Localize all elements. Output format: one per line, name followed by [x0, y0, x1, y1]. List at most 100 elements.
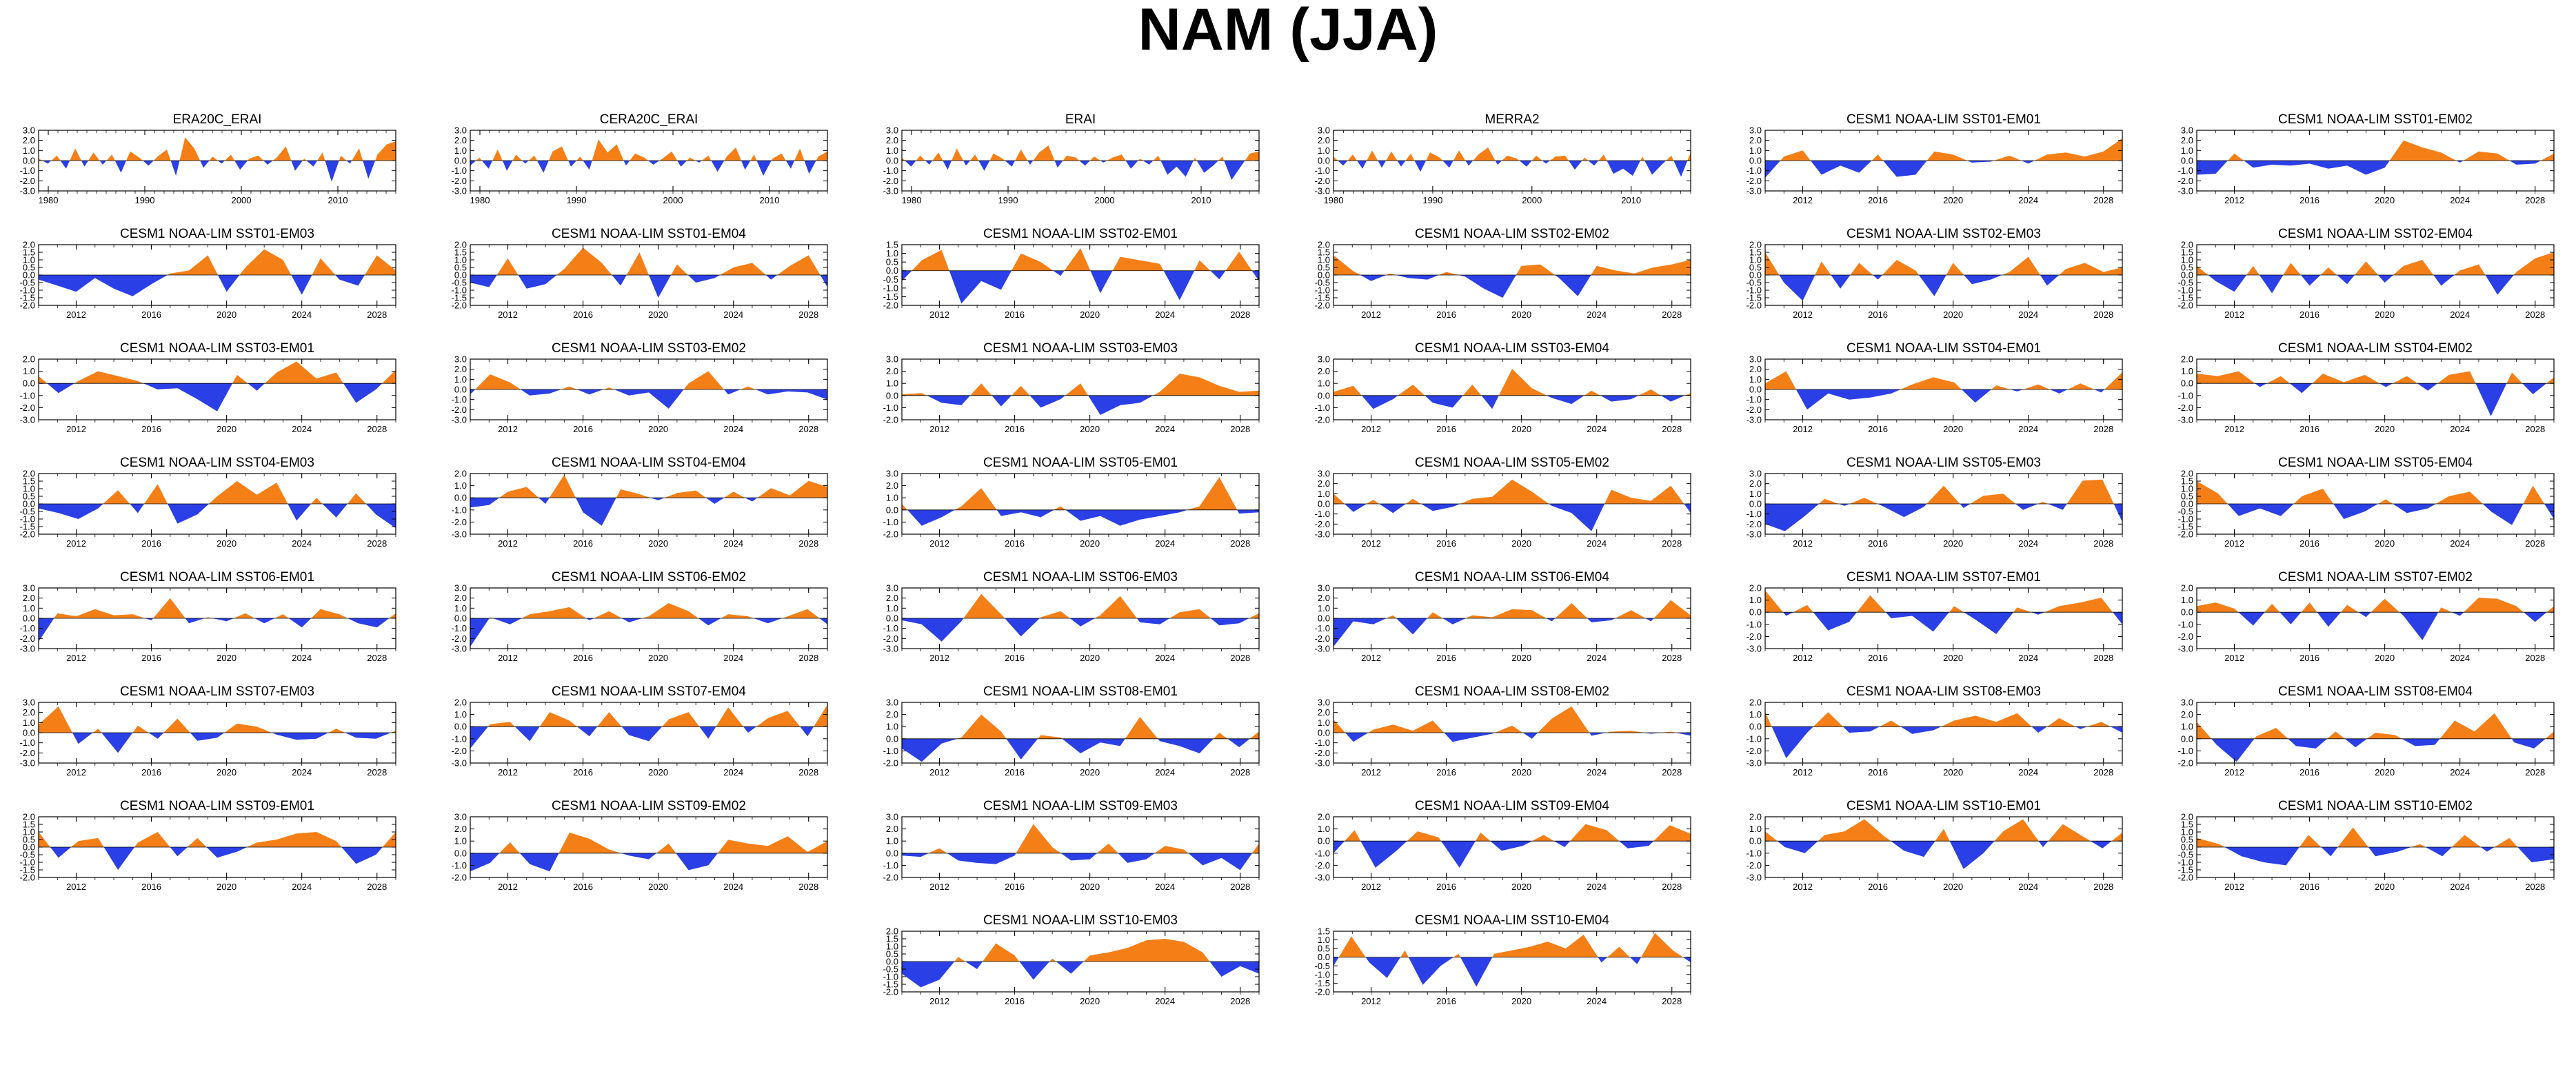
y-tick-label: -1.0: [1747, 848, 1762, 858]
y-tick-label: 1.0: [1749, 255, 1762, 265]
positive-area: [1638, 389, 1661, 396]
negative-area: [2244, 161, 2390, 175]
y-tick-label: -1.0: [20, 390, 35, 400]
positive-area: [2254, 728, 2288, 739]
y-tick-label: 0.0: [454, 270, 467, 281]
positive-area: [916, 155, 925, 161]
x-tick-label: 2028: [1662, 538, 1682, 549]
negative-area: [2344, 738, 2367, 748]
y-tick-label: -1.0: [1747, 509, 1762, 519]
positive-area: [2494, 837, 2518, 847]
negative-area: [103, 847, 135, 870]
negative-area: [943, 161, 952, 170]
positive-area: [1653, 600, 1691, 618]
y-tick-label: -1.0: [20, 514, 35, 525]
negative-area: [743, 726, 756, 733]
panel-title: CESM1 NOAA-LIM SST06-EM01: [120, 570, 314, 585]
positive-area: [814, 704, 827, 727]
x-tick-label: 2028: [2525, 882, 2545, 892]
negative-area: [2417, 383, 2438, 391]
y-tick-label: 0.5: [454, 263, 467, 273]
negative-area: [39, 618, 54, 642]
x-tick-label: 2012: [1793, 538, 1813, 549]
negative-area: [1365, 957, 1401, 978]
y-tick-label: -1.5: [1315, 293, 1330, 303]
positive-area: [1334, 719, 1345, 733]
positive-area: [597, 712, 622, 727]
x-tick-label: 2024: [2450, 767, 2470, 778]
y-tick-label: 0.0: [454, 156, 467, 166]
positive-area: [233, 613, 255, 618]
panel-39: CESM1 NOAA-LIM SST09-EM03 3.0 2.0 1.0 0.0 -1.…: [883, 799, 1260, 892]
x-tick-label: 2028: [1662, 996, 1682, 1006]
y-tick-label: -2.0: [1747, 176, 1762, 186]
x-tick-label: 2020: [648, 882, 668, 892]
negative-area: [2544, 504, 2554, 519]
negative-area: [1396, 275, 1439, 280]
negative-area: [586, 618, 594, 620]
positive-area: [902, 157, 905, 161]
x-tick-label: 2028: [1662, 424, 1682, 434]
x-tick-label: 2024: [1587, 653, 1607, 663]
positive-area: [1498, 369, 1547, 396]
positive-area: [957, 714, 1007, 739]
x-tick-label: 2024: [1587, 882, 1607, 892]
x-tick-label: 1980: [470, 195, 490, 205]
positive-area: [39, 159, 43, 161]
negative-area: [288, 504, 312, 521]
positive-area: [88, 152, 100, 161]
y-tick-label: 3.0: [454, 583, 467, 593]
positive-area: [317, 152, 325, 161]
panel-8: CESM1 NOAA-LIM SST01-EM04 2.01.51.00.50.0…: [452, 227, 828, 320]
y-tick-label: 2.0: [1749, 364, 1762, 374]
y-tick-label: -3.0: [452, 529, 467, 540]
positive-area: [1367, 500, 1380, 504]
y-tick-label: 1.5: [454, 247, 467, 258]
negative-area: [1481, 395, 1499, 409]
y-tick-label: -1.0: [1315, 403, 1330, 413]
y-tick-label: -2.0: [2178, 631, 2193, 642]
y-tick-label: 2.0: [2181, 469, 2193, 479]
y-tick-label: -2.0: [1747, 519, 1762, 529]
positive-area: [2464, 598, 2524, 613]
negative-area: [723, 389, 741, 395]
negative-area: [785, 161, 795, 169]
positive-area: [1039, 611, 1070, 618]
negative-area: [212, 618, 234, 622]
x-tick-label: 2020: [217, 309, 237, 320]
positive-area: [1780, 150, 1811, 161]
positive-area: [475, 374, 521, 389]
y-tick-label: 0.5: [1318, 263, 1330, 273]
positive-area: [983, 943, 1020, 962]
y-tick-label: -1.0: [1315, 285, 1330, 296]
y-tick-label: -2.0: [883, 633, 898, 644]
negative-area: [1458, 275, 1516, 298]
y-tick-label: -1.0: [1747, 394, 1762, 405]
negative-area: [614, 389, 684, 409]
positive-area: [1138, 159, 1143, 161]
negative-area: [965, 962, 983, 969]
y-tick-label: 1.5: [2181, 820, 2193, 830]
positive-area: [724, 491, 745, 498]
x-tick-label: 2016: [573, 309, 593, 320]
x-tick-label: 2012: [66, 309, 86, 320]
positive-area: [794, 148, 805, 161]
y-tick-label: 0.0: [2181, 733, 2193, 744]
y-tick-label: 3.0: [1749, 354, 1762, 365]
negative-area: [1676, 733, 1691, 736]
y-tick-label: -2.0: [452, 517, 467, 527]
positive-area: [662, 712, 700, 727]
negative-area: [1027, 161, 1034, 165]
negative-area: [2040, 275, 2060, 286]
panel-title: CESM1 NOAA-LIM SST01-EM02: [2278, 112, 2473, 127]
y-tick-label: 2.0: [454, 469, 467, 479]
negative-area: [2031, 726, 2047, 733]
negative-area: [1421, 504, 1460, 511]
x-tick-label: 2020: [648, 538, 668, 549]
y-tick-label: -3.0: [1747, 415, 1762, 425]
positive-area: [718, 836, 827, 853]
positive-area: [390, 731, 396, 733]
y-tick-label: -1.0: [20, 165, 35, 176]
negative-area: [2211, 738, 2255, 762]
negative-area: [1379, 504, 1406, 514]
